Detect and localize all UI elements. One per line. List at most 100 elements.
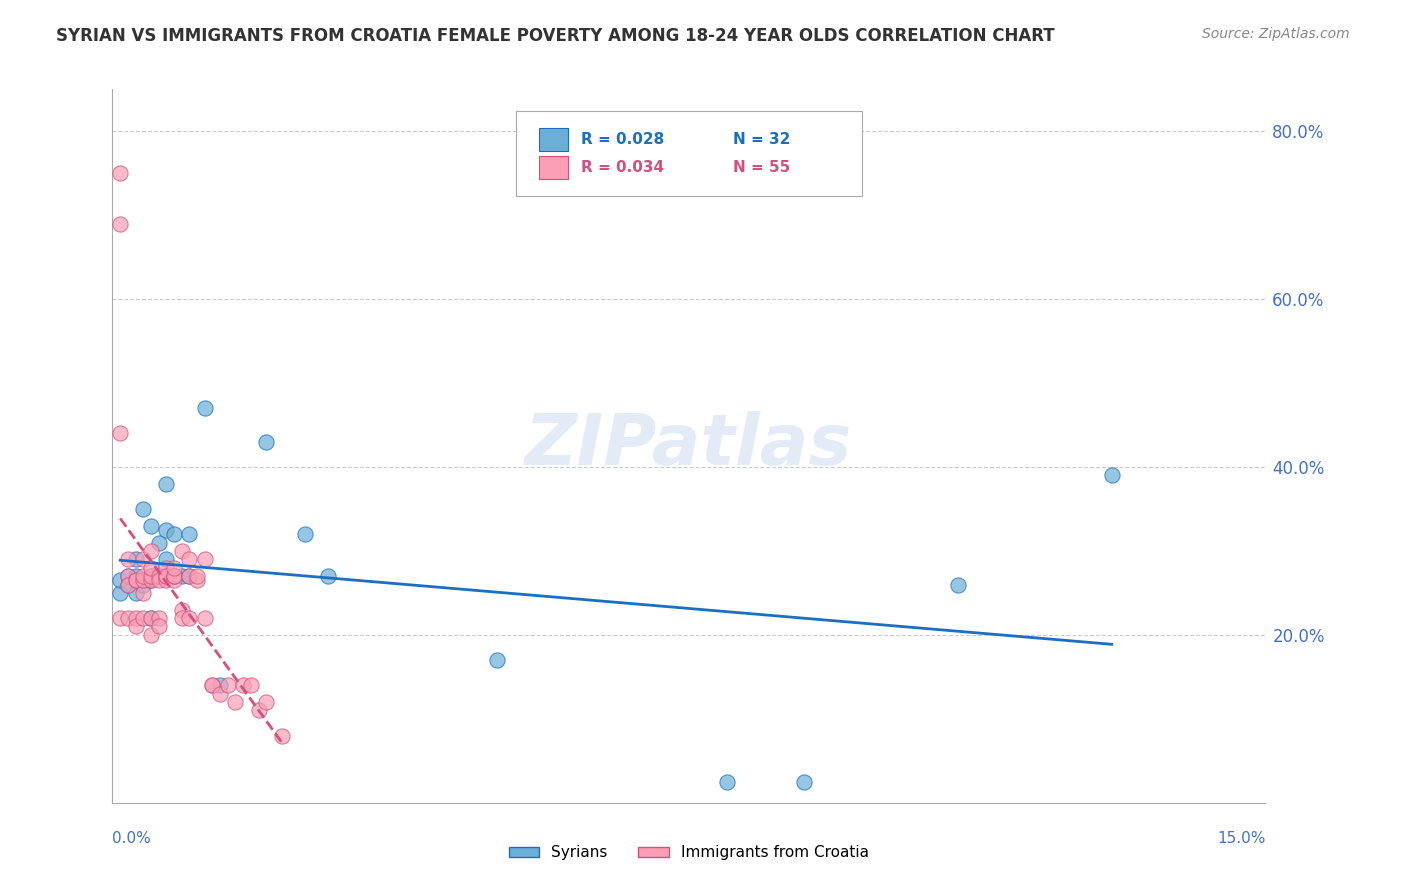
- Point: [224, 695, 246, 709]
- Point: [117, 569, 139, 583]
- Point: [139, 628, 162, 642]
- Point: [132, 569, 155, 583]
- Point: [163, 569, 186, 583]
- Point: [139, 560, 162, 574]
- Point: [179, 569, 201, 583]
- Point: [155, 476, 177, 491]
- Point: [270, 729, 292, 743]
- Text: SYRIAN VS IMMIGRANTS FROM CROATIA FEMALE POVERTY AMONG 18-24 YEAR OLDS CORRELATI: SYRIAN VS IMMIGRANTS FROM CROATIA FEMALE…: [56, 27, 1054, 45]
- Text: 0.0%: 0.0%: [112, 831, 152, 847]
- Text: N = 55: N = 55: [733, 161, 790, 175]
- Point: [485, 653, 508, 667]
- Point: [148, 611, 170, 625]
- Text: 15.0%: 15.0%: [1218, 831, 1265, 847]
- Point: [117, 577, 139, 591]
- Point: [155, 574, 177, 588]
- Point: [124, 619, 146, 633]
- Point: [179, 527, 201, 541]
- Point: [194, 401, 217, 416]
- Point: [163, 569, 186, 583]
- Point: [132, 586, 155, 600]
- Point: [247, 703, 270, 717]
- Point: [254, 695, 277, 709]
- Text: N = 32: N = 32: [733, 132, 790, 146]
- Point: [946, 577, 969, 591]
- Point: [124, 574, 146, 588]
- Point: [124, 552, 146, 566]
- Point: [132, 502, 155, 516]
- FancyBboxPatch shape: [516, 111, 862, 196]
- Point: [163, 527, 186, 541]
- Point: [132, 611, 155, 625]
- Point: [139, 611, 162, 625]
- Point: [139, 569, 162, 583]
- Point: [132, 574, 155, 588]
- Point: [170, 611, 193, 625]
- Point: [124, 611, 146, 625]
- Point: [294, 527, 316, 541]
- Point: [716, 774, 738, 789]
- Point: [170, 569, 193, 583]
- Point: [163, 560, 186, 574]
- Point: [117, 577, 139, 591]
- Point: [186, 574, 208, 588]
- Point: [316, 569, 339, 583]
- Point: [139, 574, 162, 588]
- Text: ZIPatlas: ZIPatlas: [526, 411, 852, 481]
- Point: [132, 552, 155, 566]
- Point: [201, 678, 224, 692]
- Point: [155, 569, 177, 583]
- Point: [170, 603, 193, 617]
- Point: [108, 166, 131, 180]
- Point: [148, 569, 170, 583]
- Point: [239, 678, 262, 692]
- Point: [148, 574, 170, 588]
- Point: [186, 569, 208, 583]
- Text: Source: ZipAtlas.com: Source: ZipAtlas.com: [1202, 27, 1350, 41]
- Point: [108, 586, 131, 600]
- Point: [1101, 468, 1123, 483]
- Point: [132, 577, 155, 591]
- Point: [108, 217, 131, 231]
- Point: [163, 569, 186, 583]
- Point: [217, 678, 239, 692]
- Text: R = 0.034: R = 0.034: [581, 161, 664, 175]
- Point: [108, 611, 131, 625]
- FancyBboxPatch shape: [538, 156, 568, 179]
- Point: [194, 611, 217, 625]
- Point: [148, 535, 170, 549]
- Point: [124, 574, 146, 588]
- Point: [793, 774, 815, 789]
- Point: [132, 574, 155, 588]
- Point: [179, 569, 201, 583]
- Point: [232, 678, 254, 692]
- Point: [201, 678, 224, 692]
- Point: [209, 678, 232, 692]
- Point: [139, 544, 162, 558]
- Point: [117, 569, 139, 583]
- Point: [139, 574, 162, 588]
- Point: [155, 569, 177, 583]
- Point: [155, 552, 177, 566]
- Point: [124, 569, 146, 583]
- Legend: Syrians, Immigrants from Croatia: Syrians, Immigrants from Croatia: [502, 839, 876, 866]
- Point: [139, 518, 162, 533]
- Point: [148, 569, 170, 583]
- Point: [155, 560, 177, 574]
- Point: [148, 619, 170, 633]
- Point: [139, 611, 162, 625]
- Text: R = 0.028: R = 0.028: [581, 132, 664, 146]
- Point: [124, 586, 146, 600]
- Point: [179, 552, 201, 566]
- Point: [155, 523, 177, 537]
- Point: [194, 552, 217, 566]
- FancyBboxPatch shape: [538, 128, 568, 151]
- Point: [117, 611, 139, 625]
- Point: [209, 687, 232, 701]
- Point: [132, 574, 155, 588]
- Point: [254, 434, 277, 449]
- Point: [139, 569, 162, 583]
- Point: [108, 426, 131, 441]
- Point: [179, 611, 201, 625]
- Point: [163, 574, 186, 588]
